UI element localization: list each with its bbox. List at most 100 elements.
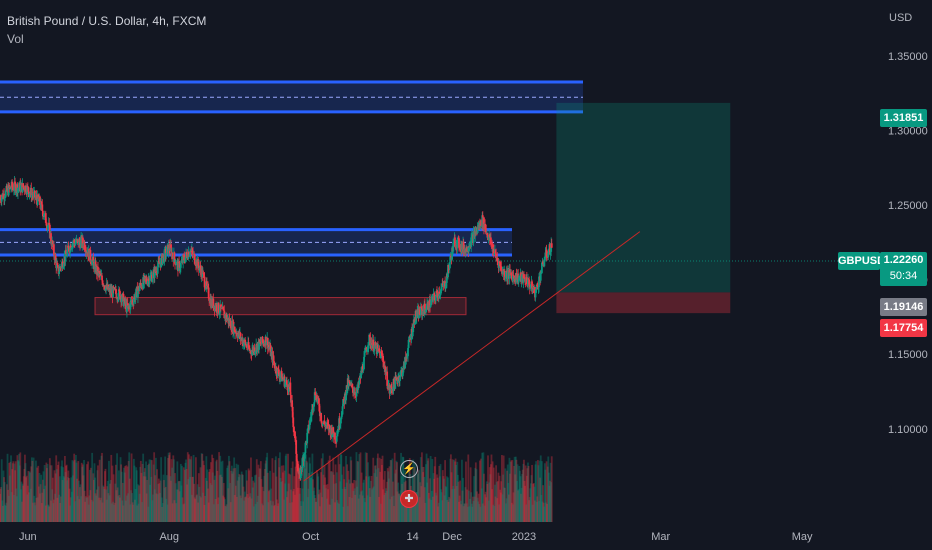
candle-body	[539, 273, 542, 281]
volume-bar	[229, 502, 232, 522]
volume-bar	[183, 469, 186, 522]
volume-bar	[357, 461, 360, 522]
candle-body	[532, 287, 535, 290]
volume-bar	[524, 465, 527, 522]
volume-bar	[363, 498, 366, 522]
volume-bar	[72, 475, 74, 522]
candle-body	[360, 370, 362, 379]
volume-bar	[418, 497, 421, 522]
volume-bar	[228, 455, 230, 522]
volume-bar	[210, 484, 213, 522]
candle-body	[120, 295, 123, 302]
volume-bar	[145, 493, 148, 522]
candle-body	[258, 339, 261, 343]
volume-bar	[531, 504, 534, 522]
candle-body	[297, 469, 300, 474]
volume-bar	[298, 468, 300, 522]
volume-bar	[142, 476, 145, 522]
candle-body	[78, 239, 81, 243]
volume-bar	[449, 458, 452, 522]
candle-body	[180, 261, 183, 263]
volume-bar	[35, 460, 37, 522]
volume-bar	[32, 457, 35, 522]
volume-bar	[237, 464, 240, 522]
candle-body	[203, 276, 206, 288]
volume-bar	[354, 494, 357, 522]
volume-bar	[414, 492, 417, 522]
candle-body	[386, 371, 389, 386]
volume-bar	[473, 496, 476, 522]
candle-body	[357, 382, 360, 390]
volume-bar	[221, 476, 223, 522]
volume-indicator-label[interactable]: Vol	[7, 32, 24, 46]
volume-bar	[534, 500, 536, 522]
volume-bar	[2, 470, 5, 522]
volume-bar	[154, 475, 157, 522]
volume-bar	[178, 480, 180, 522]
volume-bar	[456, 474, 459, 522]
volume-bar	[6, 484, 8, 522]
candle-body	[478, 222, 481, 229]
candle-body	[496, 260, 499, 262]
candle-body	[301, 468, 303, 470]
volume-bar	[341, 488, 344, 522]
lightning-icon[interactable]: ⚡	[400, 460, 418, 478]
volume-bar	[106, 486, 109, 522]
candle-body	[348, 381, 351, 383]
volume-bar	[247, 497, 249, 522]
candle-body	[402, 365, 405, 373]
candle-body	[345, 395, 347, 401]
candle-body	[547, 249, 550, 253]
volume-bar	[427, 492, 430, 522]
candle-body	[48, 222, 51, 225]
candle-body	[316, 399, 319, 401]
volume-bar	[195, 495, 198, 522]
volume-bar	[479, 506, 482, 522]
volume-bar	[262, 505, 265, 522]
candle-body	[309, 417, 312, 419]
volume-bar	[481, 452, 484, 522]
volume-bar	[355, 452, 358, 522]
volume-bar	[264, 463, 267, 522]
candle-body	[143, 276, 146, 283]
volume-bar	[458, 501, 460, 522]
volume-bar	[365, 476, 368, 522]
volume-bar	[233, 457, 236, 522]
candle-body	[65, 250, 67, 254]
volume-bar	[132, 504, 135, 522]
volume-bar	[161, 503, 164, 522]
volume-bar	[425, 453, 428, 522]
uk-flag-icon[interactable]: ✚	[400, 490, 418, 508]
volume-bar	[249, 493, 252, 522]
volume-bar	[8, 462, 11, 522]
volume-bar	[14, 470, 16, 522]
volume-bar	[151, 500, 154, 522]
volume-bar	[229, 483, 231, 522]
candlesticks	[0, 176, 553, 482]
candle-body	[138, 287, 141, 291]
volume-bar	[121, 500, 124, 522]
volume-bar	[184, 462, 187, 522]
volume-bar	[211, 454, 214, 522]
volume-bar	[226, 465, 229, 522]
volume-bar	[26, 494, 29, 522]
candle-body	[275, 367, 278, 375]
volume-bar	[462, 506, 465, 522]
candle-body	[470, 237, 473, 247]
volume-bar	[461, 490, 464, 522]
volume-bar	[321, 497, 324, 522]
candle-body	[70, 246, 73, 248]
candle-body	[355, 391, 358, 397]
candle-body	[265, 342, 268, 345]
volume-bar	[55, 455, 58, 522]
volume-bar	[224, 505, 227, 522]
candle-body	[348, 381, 350, 387]
volume-bar	[515, 459, 518, 522]
volume-bar	[238, 473, 241, 522]
volume-bar	[180, 485, 183, 522]
volume-bar	[308, 473, 310, 522]
volume-bar	[61, 460, 63, 522]
candle-body	[381, 352, 383, 356]
volume-bar	[92, 479, 95, 522]
